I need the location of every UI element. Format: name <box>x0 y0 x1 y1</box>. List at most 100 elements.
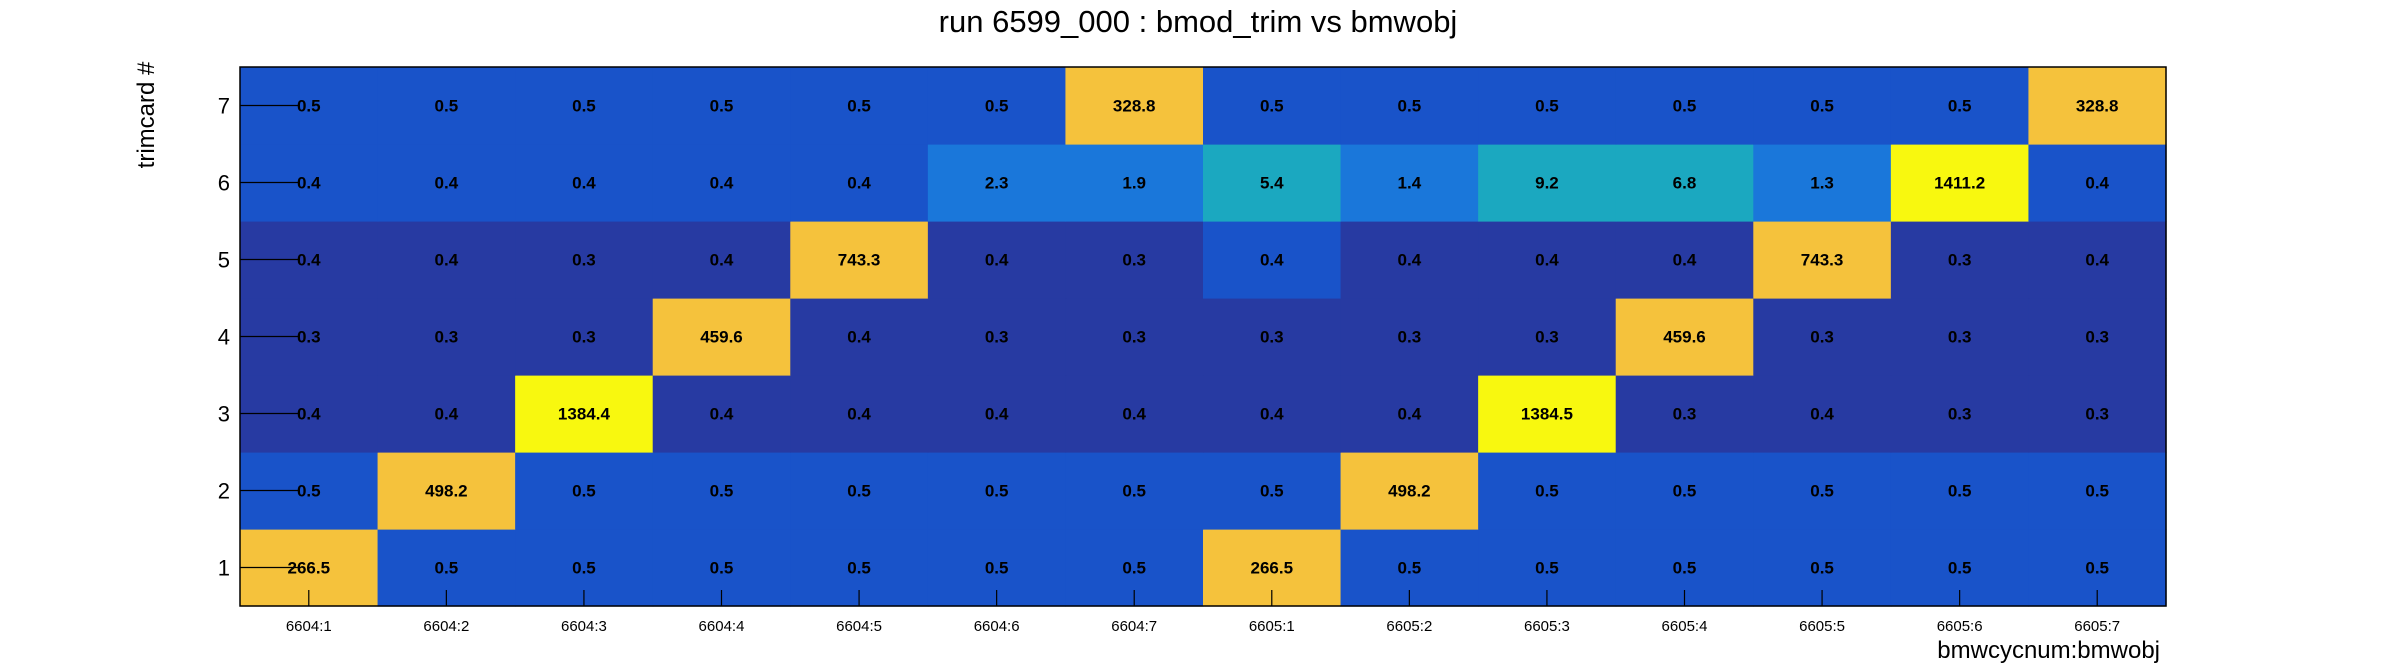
heatmap-cell <box>1890 298 2030 376</box>
cell-value-label: 0.5 <box>572 97 596 116</box>
heatmap-cell <box>1478 144 1617 222</box>
heatmap-cell <box>1753 67 1892 145</box>
cell-value-label: 0.5 <box>572 482 596 501</box>
heatmap-cell <box>652 144 791 222</box>
cell-value-label: 1384.5 <box>1521 405 1573 424</box>
cell-value-label: 0.5 <box>297 482 321 501</box>
x-tick-label: 6605:2 <box>1386 618 1432 635</box>
cell-value-label: 0.4 <box>985 405 1009 424</box>
cell-value-label: 0.5 <box>985 97 1009 116</box>
cell-value-label: 0.3 <box>1122 251 1146 270</box>
x-tick-label: 6605:4 <box>1662 618 1708 635</box>
cell-value-label: 743.3 <box>1801 251 1844 270</box>
cell-value-label: 0.5 <box>2085 559 2109 578</box>
heatmap-cell <box>515 144 654 222</box>
heatmap-cell <box>1753 298 1892 376</box>
x-tick-label: 6604:2 <box>423 618 469 635</box>
cell-value-label: 0.5 <box>297 97 321 116</box>
heatmap-cell <box>652 67 791 145</box>
cell-value-label: 498.2 <box>425 482 468 501</box>
heatmap-cell <box>1203 298 1342 376</box>
heatmap-cell <box>1615 221 1754 299</box>
heatmap-cell <box>1890 221 2030 299</box>
x-tick-label: 6605:6 <box>1937 618 1983 635</box>
cell-value-label: 0.5 <box>1398 559 1422 578</box>
heatmap-cell <box>790 452 929 530</box>
cell-value-label: 0.4 <box>1810 405 1834 424</box>
cell-value-label: 0.5 <box>985 482 1009 501</box>
cell-value-label: 0.5 <box>1535 482 1559 501</box>
cell-value-label: 0.5 <box>1122 559 1146 578</box>
heatmap-cell <box>2028 221 2167 299</box>
heatmap-cell <box>377 375 516 453</box>
cell-value-label: 0.4 <box>985 251 1009 270</box>
heatmap-cell <box>2028 298 2167 376</box>
heatmap-cell <box>1753 144 1892 222</box>
heatmap-cell <box>377 221 516 299</box>
y-axis: 1 2 3 4 5 6 7 <box>218 94 298 581</box>
y-tick-label: 5 <box>218 248 230 273</box>
cell-value-label: 0.3 <box>572 328 596 347</box>
heatmap-cell <box>1478 298 1617 376</box>
heatmap-cell <box>1065 221 1204 299</box>
heatmap-cells <box>240 67 2167 607</box>
heatmap-cell <box>1065 298 1204 376</box>
y-tick-label: 2 <box>218 479 230 504</box>
heatmap-cell <box>1340 67 1479 145</box>
heatmap-cell <box>1203 375 1342 453</box>
x-tick-label: 6604:5 <box>836 618 882 635</box>
cell-value-label: 0.4 <box>1398 251 1422 270</box>
x-tick-label: 6605:5 <box>1799 618 1845 635</box>
heatmap-cell <box>2028 375 2167 453</box>
heatmap-cell <box>1340 298 1479 376</box>
heatmap-cell <box>377 67 516 145</box>
x-tick-label: 6605:1 <box>1249 618 1295 635</box>
cell-value-label: 0.4 <box>435 405 459 424</box>
heatmap-cell <box>927 452 1067 530</box>
heatmap-cell <box>652 221 791 299</box>
heatmap-cell <box>652 452 791 530</box>
cell-value-label: 0.4 <box>297 251 321 270</box>
cell-value-label: 9.2 <box>1535 174 1559 193</box>
cell-value-label: 0.3 <box>1122 328 1146 347</box>
heatmap-cell <box>1615 298 1754 376</box>
heatmap-cell <box>927 375 1067 453</box>
heatmap-cell <box>652 375 791 453</box>
cell-value-label: 0.4 <box>710 174 734 193</box>
x-tick-label: 6604:4 <box>699 618 745 635</box>
cell-value-label: 0.4 <box>297 174 321 193</box>
heatmap-cell <box>1753 452 1892 530</box>
cell-value-label: 0.4 <box>435 174 459 193</box>
cell-value-label: 1384.4 <box>558 405 611 424</box>
heatmap-cell <box>515 375 654 453</box>
heatmap-cell <box>1065 375 1204 453</box>
cell-value-label: 1.9 <box>1122 174 1146 193</box>
cell-value-label: 0.3 <box>1810 328 1834 347</box>
cell-value-label: 0.4 <box>2085 174 2109 193</box>
heatmap-cell <box>1340 375 1479 453</box>
heatmap-cell <box>377 298 516 376</box>
cell-value-label: 0.5 <box>435 97 459 116</box>
cell-value-label: 0.4 <box>710 251 734 270</box>
cell-value-label: 328.8 <box>2076 97 2119 116</box>
y-tick-label: 1 <box>218 556 230 581</box>
cell-value-label: 0.3 <box>435 328 459 347</box>
cell-value-label: 0.3 <box>2085 328 2109 347</box>
cell-value-label: 0.3 <box>1948 405 1972 424</box>
chart-title: run 6599_000 : bmod_trim vs bmwobj <box>939 4 1458 39</box>
heatmap-cell <box>1203 67 1342 145</box>
cell-value-label: 0.5 <box>710 97 734 116</box>
x-tick-label: 6604:6 <box>974 618 1020 635</box>
y-axis-label: trimcard # <box>133 61 160 168</box>
x-axis-label: bmwcycnum:bmwobj <box>1937 637 2160 664</box>
cell-value-label: 0.4 <box>710 405 734 424</box>
cell-value-label: 0.3 <box>1948 328 1972 347</box>
cell-value-label: 0.5 <box>1810 97 1834 116</box>
x-tick-label: 6604:1 <box>286 618 332 635</box>
cell-labels: 266.5 0.5 0.5 0.5 0.5 0.5 0.5 266.5 0.5 0.5 0.5 0.5… <box>288 97 2119 578</box>
y-tick-label: 4 <box>218 325 230 350</box>
x-tick-label: 6605:7 <box>2074 618 2120 635</box>
cell-value-label: 0.4 <box>847 328 871 347</box>
cell-value-label: 0.5 <box>1398 97 1422 116</box>
